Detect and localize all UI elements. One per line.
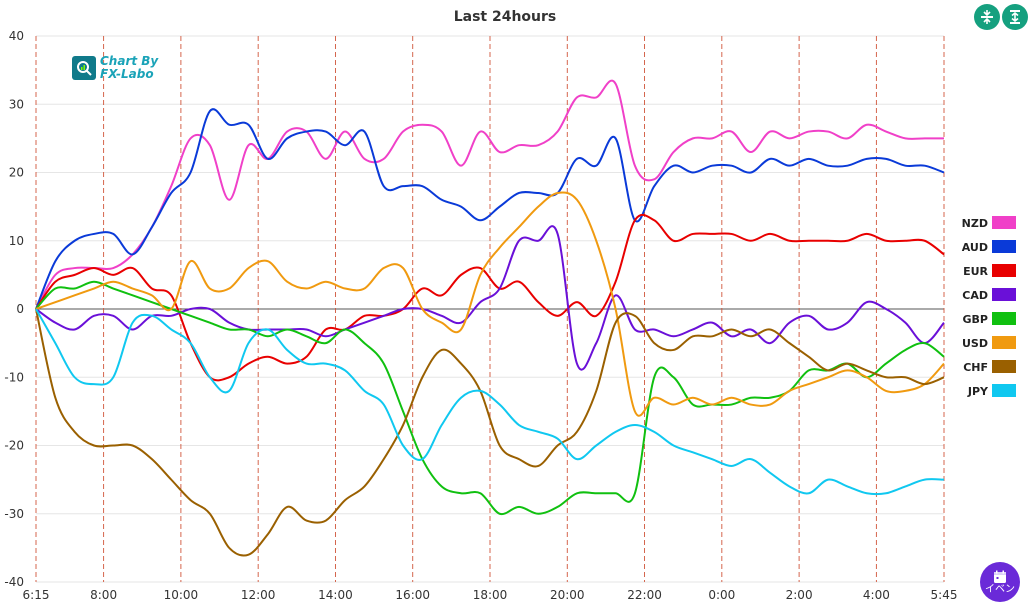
event-button-label: イベン (985, 583, 1015, 595)
logo-line-1: Chart By (100, 54, 159, 68)
x-tick-label: 12:00 (241, 588, 276, 602)
y-tick-label: 30 (9, 97, 24, 111)
legend-label-gbp[interactable]: GBP (963, 313, 988, 326)
legend-swatch-nzd[interactable] (992, 216, 1016, 229)
legend-label-nzd[interactable]: NZD (962, 217, 988, 230)
y-tick-label: -10 (4, 370, 24, 384)
legend-swatch-eur[interactable] (992, 264, 1016, 277)
expand-vertical-button[interactable] (1002, 4, 1028, 30)
y-tick-label: -40 (4, 575, 24, 589)
magnifier-chart-icon (72, 56, 96, 80)
legend[interactable]: NZD AUD EUR CAD GBP USD CHF JPY (962, 216, 1016, 398)
y-tick-label: 10 (9, 234, 24, 248)
legend-label-aud[interactable]: AUD (962, 241, 988, 254)
series-line-usd (35, 191, 945, 417)
series-line-cad (35, 225, 945, 371)
x-tick-label: 14:00 (318, 588, 353, 602)
legend-swatch-jpy[interactable] (992, 384, 1016, 397)
calendar-icon (994, 570, 1006, 583)
x-tick-label: 2:00 (786, 588, 813, 602)
series-line-jpy (35, 308, 945, 496)
expand-vertical-icon (1010, 10, 1020, 24)
x-tick-label: 18:00 (473, 588, 508, 602)
y-tick-label: -30 (4, 507, 24, 521)
y-tick-label: -20 (4, 439, 24, 453)
x-tick-label: 5:45 (931, 588, 958, 602)
event-button[interactable]: イベン (980, 562, 1020, 602)
logo: Chart By FX-Labo (72, 55, 158, 81)
legend-label-cad[interactable]: CAD (962, 289, 988, 302)
legend-label-chf[interactable]: CHF (963, 361, 988, 374)
series-layer (35, 79, 945, 557)
x-tick-label: 4:00 (863, 588, 890, 602)
x-tick-label: 22:00 (627, 588, 662, 602)
legend-label-usd[interactable]: USD (962, 337, 988, 350)
x-tick-label: 6:15 (23, 588, 50, 602)
legend-label-eur[interactable]: EUR (963, 265, 988, 278)
y-tick-label: 0 (16, 302, 24, 316)
x-tick-label: 20:00 (550, 588, 585, 602)
legend-swatch-cad[interactable] (992, 288, 1016, 301)
compress-vertical-button[interactable] (974, 4, 1000, 30)
series-line-chf (35, 308, 945, 557)
legend-swatch-gbp[interactable] (992, 312, 1016, 325)
legend-swatch-usd[interactable] (992, 336, 1016, 349)
x-tick-label: 10:00 (164, 588, 199, 602)
x-tick-label: 8:00 (90, 588, 117, 602)
y-axis: 40 30 20 10 0 -10 -20 -30 -40 (4, 29, 24, 589)
x-tick-label: 0:00 (708, 588, 735, 602)
x-axis: 6:15 8:00 10:00 12:00 14:00 16:00 18:00 20:00 22… (23, 588, 958, 602)
series-line-aud (35, 108, 945, 310)
legend-swatch-aud[interactable] (992, 240, 1016, 253)
legend-label-jpy[interactable]: JPY (967, 385, 989, 398)
y-tick-label: 40 (9, 29, 24, 43)
y-tick-label: 20 (9, 166, 24, 180)
compress-vertical-icon (981, 10, 993, 24)
logo-line-2: FX-Labo (100, 67, 154, 81)
x-tick-label: 16:00 (395, 588, 430, 602)
series-line-nzd (35, 79, 945, 310)
legend-swatch-chf[interactable] (992, 360, 1016, 373)
chart-title: Last 24hours (454, 9, 557, 25)
